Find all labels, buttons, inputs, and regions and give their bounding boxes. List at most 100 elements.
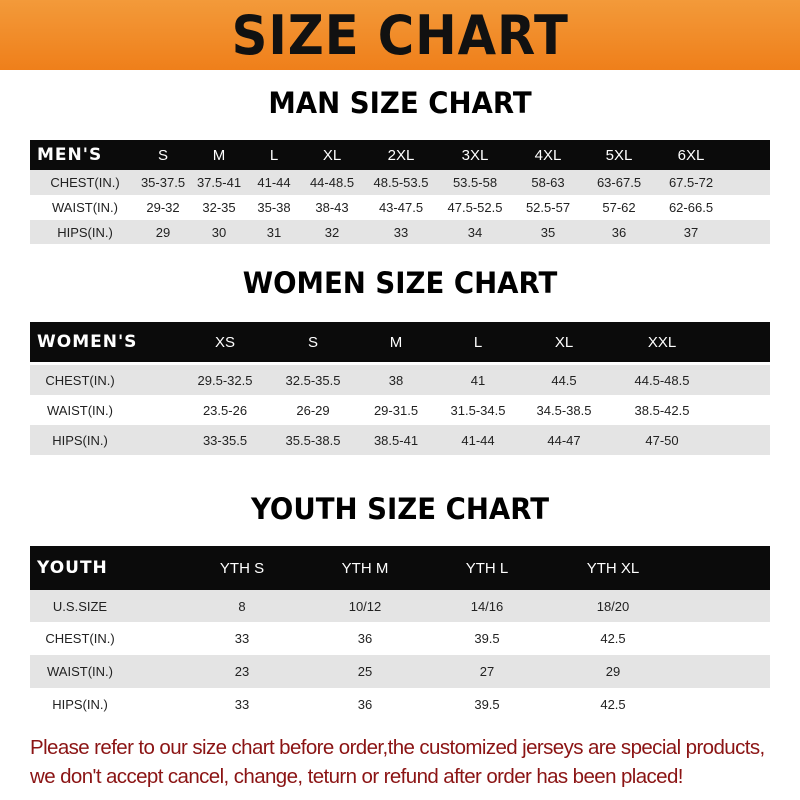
size-column-header: YTH M [341, 559, 389, 577]
table-heading: MEN'S [37, 145, 103, 165]
size-column-header: M [389, 333, 403, 351]
table-cell: 57-62 [602, 200, 636, 215]
table-row: HIPS(IN.) 33 36 39.5 42.5 [30, 688, 770, 720]
table-cell: 33 [393, 224, 409, 240]
table-cell: 18/20 [596, 598, 630, 614]
table-cell: 38.5-42.5 [634, 402, 690, 418]
row-label: CHEST(IN.) [45, 631, 115, 646]
table-cell: 33 [234, 631, 250, 646]
size-column-header: 3XL [461, 146, 489, 164]
table-cell: 62-66.5 [668, 200, 714, 215]
table-row: WAIST(IN.) 23.5-26 26-29 29-31.5 31.5-34.5 34… [30, 395, 770, 425]
table-cell: 29.5-32.5 [197, 372, 253, 388]
table-cell: 41-44 [257, 175, 291, 190]
size-column-header: XL [322, 146, 342, 164]
table-cell: 29-32 [146, 200, 180, 215]
table-row: HIPS(IN.) 33-35.5 35.5-38.5 38.5-41 41-44 44-… [30, 425, 770, 455]
header-row: WOMEN'S XS S M L XL XXL [30, 322, 770, 362]
table-cell: 48.5-53.5 [373, 175, 429, 190]
table-cell: 25 [357, 664, 373, 679]
table-cell: 42.5 [600, 631, 626, 646]
table-cell: 52.5-57 [525, 200, 571, 215]
row-label: WAIST(IN.) [47, 664, 113, 679]
row-label: CHEST(IN.) [45, 372, 115, 388]
table-cell: 39.5 [474, 696, 500, 712]
women-title: WOMEN SIZE CHART [242, 266, 558, 300]
row-label: U.S.SIZE [52, 598, 108, 614]
table-cell: 35 [540, 224, 556, 240]
table-heading: YOUTH [37, 558, 108, 578]
table-cell: 31.5-34.5 [450, 402, 506, 418]
order-notice: Please refer to our size chart before or… [30, 736, 765, 788]
table-cell: 44.5-48.5 [634, 372, 690, 388]
table-cell: 44-48.5 [309, 175, 355, 190]
size-column-header: 4XL [534, 146, 562, 164]
youth-title: YOUTH SIZE CHART [250, 492, 550, 526]
size-column-header: 6XL [677, 146, 705, 164]
size-column-header: YTH S [219, 559, 265, 577]
table-cell: 23.5-26 [202, 402, 248, 418]
table-cell: 41-44 [461, 432, 495, 448]
table-cell: 29 [155, 224, 171, 240]
row-label: HIPS(IN.) [52, 432, 108, 448]
table-cell: 8 [238, 598, 246, 614]
table-heading: WOMEN'S [37, 332, 138, 352]
size-column-header: XS [214, 333, 236, 351]
size-column-header: 2XL [387, 146, 415, 164]
table-cell: 34 [467, 224, 483, 240]
size-column-header: XL [554, 333, 574, 351]
table-cell: 34.5-38.5 [536, 402, 592, 418]
table-cell: 53.5-58 [452, 175, 498, 190]
size-column-header: M [212, 146, 226, 164]
table-row: U.S.SIZE 8 10/12 14/16 18/20 [30, 590, 770, 622]
table-cell: 47-50 [645, 432, 679, 448]
table-cell: 44-47 [547, 432, 581, 448]
size-column-header: L [473, 333, 483, 351]
table-cell: 36 [357, 696, 373, 712]
table-cell: 47.5-52.5 [447, 200, 503, 215]
size-column-header: YTH XL [586, 559, 640, 577]
table-row: CHEST(IN.) 35-37.5 37.5-41 41-44 44-48.5 48.5… [30, 170, 770, 195]
table-cell: 30 [211, 224, 227, 240]
table-row: WAIST(IN.) 23 25 27 29 [30, 655, 770, 688]
table-cell: 38-43 [315, 200, 349, 215]
table-cell: 43-47.5 [378, 200, 424, 215]
table-cell: 32 [324, 224, 340, 240]
table-cell: 42.5 [600, 696, 626, 712]
table-cell: 27 [479, 664, 495, 679]
table-cell: 29-31.5 [373, 402, 419, 418]
table-row: CHEST(IN.) 29.5-32.5 32.5-35.5 38 41 44.5 44.5… [30, 365, 770, 395]
header-row: YOUTH YTH S YTH M YTH L YTH XL [30, 546, 770, 590]
row-label: WAIST(IN.) [47, 402, 113, 418]
table-cell: 23 [234, 664, 250, 679]
row-label: HIPS(IN.) [57, 224, 113, 240]
header-row: MEN'S S M L XL 2XL 3XL 4XL 5XL 6XL [30, 140, 770, 170]
table-cell: 32-35 [202, 200, 236, 215]
table-cell: 32.5-35.5 [285, 372, 341, 388]
table-cell: 37 [683, 224, 699, 240]
table-cell: 10/12 [348, 598, 382, 614]
size-column-header: 5XL [605, 146, 633, 164]
table-cell: 26-29 [296, 402, 330, 418]
size-column-header: L [269, 146, 279, 164]
table-cell: 44.5 [551, 372, 577, 388]
table-cell: 35-37.5 [140, 175, 186, 190]
table-row: CHEST(IN.) 33 36 39.5 42.5 [30, 622, 770, 655]
table-cell: 41 [470, 372, 486, 388]
table-cell: 36 [611, 224, 627, 240]
size-column-header: S [157, 146, 169, 164]
size-column-header: XXL [647, 333, 677, 351]
table-cell: 38.5-41 [373, 432, 419, 448]
table-cell: 35.5-38.5 [285, 432, 341, 448]
table-cell: 35-38 [257, 200, 291, 215]
men-title: MAN SIZE CHART [268, 86, 532, 120]
banner-title: SIZE CHART [231, 3, 569, 67]
table-cell: 67.5-72 [668, 175, 714, 190]
size-column-header: YTH L [465, 559, 509, 577]
table-cell: 39.5 [474, 631, 500, 646]
table-cell: 58-63 [531, 175, 565, 190]
table-cell: 36 [357, 631, 373, 646]
table-cell: 63-67.5 [596, 175, 642, 190]
banner: SIZE CHART [0, 0, 800, 70]
table-cell: 29 [605, 664, 621, 679]
